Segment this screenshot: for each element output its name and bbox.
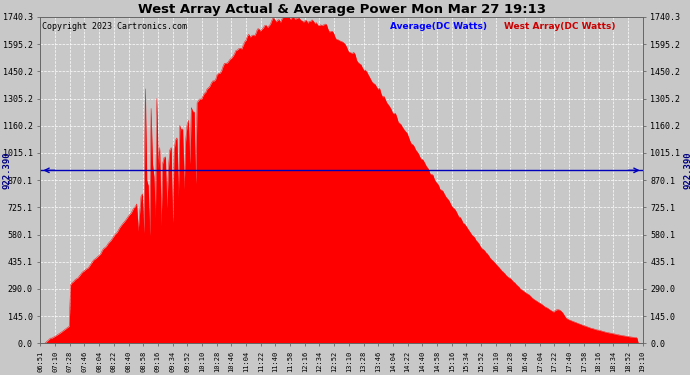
Text: Copyright 2023 Cartronics.com: Copyright 2023 Cartronics.com [41,22,186,31]
Title: West Array Actual & Average Power Mon Mar 27 19:13: West Array Actual & Average Power Mon Ma… [137,3,546,16]
Text: West Array(DC Watts): West Array(DC Watts) [504,22,615,31]
Text: Average(DC Watts): Average(DC Watts) [390,22,486,31]
Text: 922.390: 922.390 [683,152,690,189]
Text: 922.390: 922.390 [3,152,12,189]
